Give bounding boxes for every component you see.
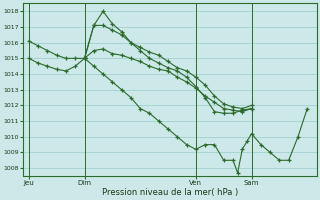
X-axis label: Pression niveau de la mer( hPa ): Pression niveau de la mer( hPa ) (102, 188, 238, 197)
